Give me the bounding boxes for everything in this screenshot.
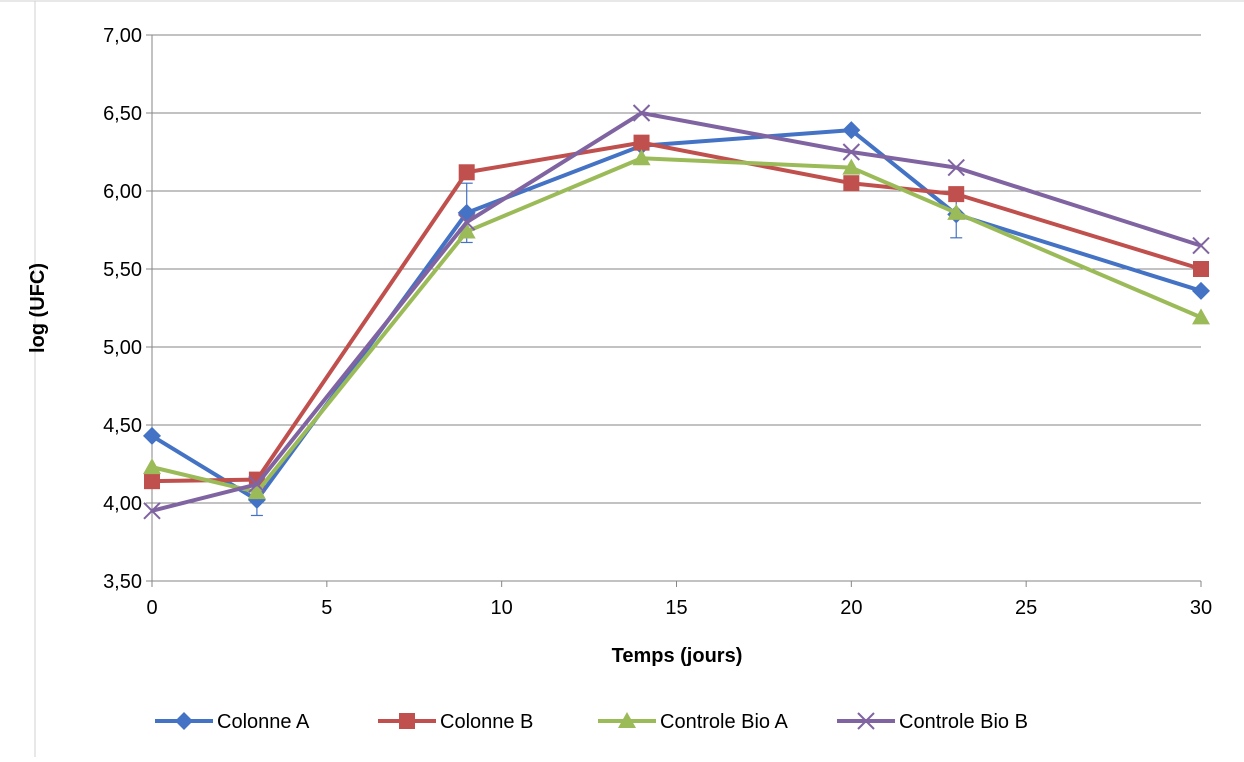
legend-item-3: Controle Bio A [598,711,789,733]
legend: Colonne A Colonne B Controle Bio A Controle… [155,711,1028,733]
x-tick-label-0: 0 [146,597,157,619]
series-4-point-1 [248,475,266,493]
series-3-point-5 [947,203,966,220]
legend-marker-3 [618,712,636,728]
series-3-point-6 [1192,308,1210,325]
grid-lines [152,34,1201,504]
series-2-point-6 [1193,261,1209,277]
series-4-point-3 [632,104,651,122]
series-4-point-6 [1192,236,1210,255]
y-tick-labels: 3,50 4,00 4,50 5,00 5,50 6,00 6,50 7,00 [103,25,142,593]
series-4-point-5 [947,158,965,177]
series-1-point-0 [143,426,161,445]
series-4-point-4 [842,143,861,161]
series-4-line [151,111,1202,513]
x-tick-labels: 0 5 10 15 20 25 30 [146,597,1212,619]
series-4 [143,104,1210,520]
legend-marker-2 [399,713,415,729]
legend-label-2: Colonne B [440,711,533,733]
legend-marker-4-stroke-b [857,712,875,730]
y-tick-label-7: 7,00 [103,25,142,47]
series-1-line [150,128,1202,502]
series-3-point-4 [842,158,861,175]
x-tick-label-1: 5 [321,597,332,619]
x-tick-label-5: 25 [1015,597,1037,619]
series-2-point-2 [458,164,475,181]
y-tick-label-5: 6,00 [103,181,142,203]
series-2 [144,134,1209,490]
y-tick-label-0: 3,50 [103,571,142,593]
series-2-point-0 [144,473,160,490]
series-4-point-1-stroke-b [248,475,266,493]
series-3-point-3 [632,149,651,166]
series-3-point-2 [457,222,476,239]
legend-marker-4 [857,712,875,730]
series-4-point-0-stroke-b [143,502,161,520]
series-4-point-0 [143,502,161,520]
series-3-line [151,156,1202,495]
x-tick-label-6: 30 [1190,597,1212,619]
y-tick-label-4: 5,50 [103,259,142,281]
legend-label-4: Controle Bio B [899,711,1028,733]
series-4-point-5-stroke-b [947,158,965,177]
series-4-point-2 [457,213,476,231]
x-tick-label-4: 20 [840,597,862,619]
series-3-point-1 [247,483,266,500]
legend-item-2: Colonne B [378,711,533,733]
y-tick-label-1: 4,00 [103,493,142,515]
x-tick-label-2: 10 [491,597,513,619]
series-4-point-2-stroke-b [457,213,476,231]
legend-marker-1 [175,712,193,730]
series-group [143,104,1210,520]
y-tick-label-2: 4,50 [103,415,142,437]
series-4-point-4-stroke-b [842,143,861,161]
legend-label-1: Colonne A [217,711,310,733]
series-3-point-0 [143,458,161,475]
series-4-point-6-stroke-b [1192,236,1210,255]
y-axis-title: log (UFC) [27,263,49,353]
series-2-point-5 [948,186,965,203]
series-1-point-4 [842,121,861,140]
series-1 [143,121,1210,517]
series-1-point-6 [1192,281,1210,300]
x-axis-title: Temps (jours) [612,645,743,667]
series-2-point-3 [633,134,650,151]
y-tick-label-6: 6,50 [103,103,142,125]
legend-label-3: Controle Bio A [660,711,789,733]
series-4-point-3-stroke-b [632,104,651,122]
legend-item-4: Controle Bio B [837,711,1028,733]
series-3 [143,149,1210,500]
axes [146,34,1202,587]
series-2-point-4 [843,175,860,192]
x-tick-label-3: 15 [665,597,687,619]
legend-item-1: Colonne A [155,711,310,733]
y-tick-label-3: 5,00 [103,337,142,359]
